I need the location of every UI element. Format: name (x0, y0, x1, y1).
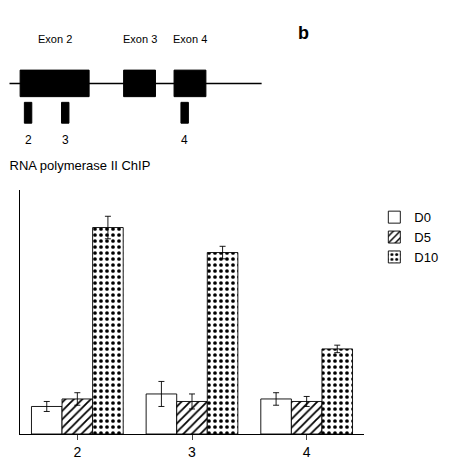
svg-text:3: 3 (62, 133, 69, 147)
svg-text:RNA polymerase II ChIP: RNA polymerase II ChIP (10, 158, 151, 173)
svg-text:b: b (298, 23, 309, 43)
svg-text:Exon 2: Exon 2 (38, 33, 72, 45)
svg-text:Exon 4: Exon 4 (173, 33, 207, 45)
svg-text:2: 2 (25, 133, 32, 147)
svg-text:Exon 3: Exon 3 (123, 33, 157, 45)
svg-text:2: 2 (73, 444, 81, 460)
svg-text:D5: D5 (414, 230, 431, 245)
svg-text:4: 4 (181, 133, 188, 147)
svg-text:D10: D10 (414, 250, 438, 265)
svg-text:D0: D0 (414, 210, 431, 225)
svg-text:4: 4 (303, 444, 311, 460)
svg-text:3: 3 (188, 444, 196, 460)
